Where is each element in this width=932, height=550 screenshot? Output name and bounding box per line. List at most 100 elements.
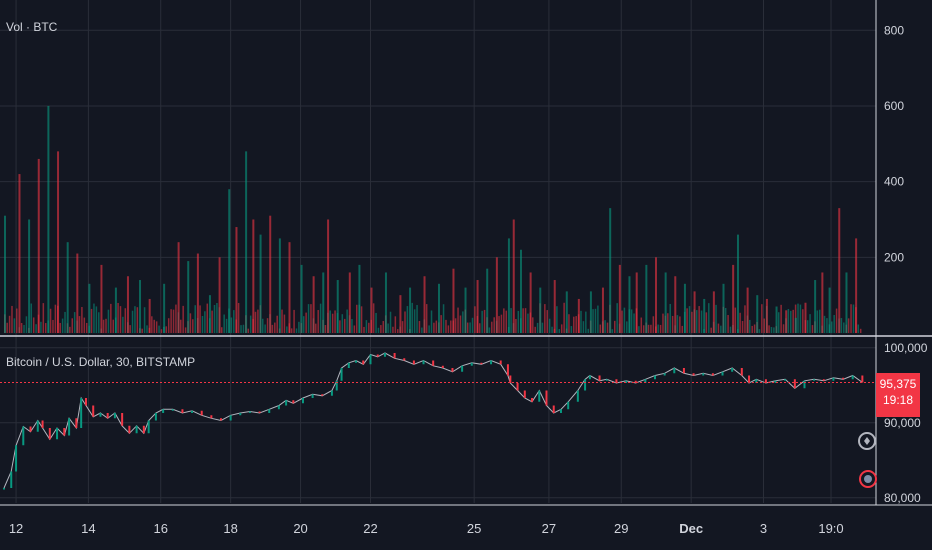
volume-bar xyxy=(787,308,790,333)
volume-bar xyxy=(548,318,551,333)
volume-bar xyxy=(857,324,860,333)
volume-bar xyxy=(756,295,759,333)
volume-bar xyxy=(604,320,606,333)
candle xyxy=(506,364,509,376)
volume-bar xyxy=(814,280,817,333)
volume-bar xyxy=(257,309,259,333)
volume-bar xyxy=(546,310,548,333)
volume-bar xyxy=(481,310,483,333)
volume-bar xyxy=(671,315,674,333)
candle xyxy=(545,390,548,406)
volume-bar xyxy=(573,316,575,333)
volume-bar xyxy=(773,327,775,333)
volume-bar xyxy=(421,327,423,333)
volume-bar xyxy=(662,313,664,333)
volume-bar xyxy=(493,317,495,333)
volume-bar xyxy=(674,276,677,333)
volume-bar xyxy=(500,314,503,333)
x-tick-label: 29 xyxy=(614,521,628,536)
volume-bar xyxy=(765,298,768,333)
volume-bar xyxy=(840,318,843,333)
candle xyxy=(376,354,379,357)
candle xyxy=(499,360,502,365)
candle xyxy=(383,353,386,357)
volume-bar xyxy=(4,215,6,333)
volume-bar xyxy=(582,321,585,333)
volume-bar xyxy=(478,323,481,333)
price-tick-label: 100,000 xyxy=(884,341,928,355)
volume-bar xyxy=(230,317,233,333)
volume-bar xyxy=(717,323,720,333)
volume-bar xyxy=(623,307,626,333)
volume-bar xyxy=(237,302,240,333)
volume-bar xyxy=(107,309,110,333)
volume-bar xyxy=(312,276,315,333)
add-alert-icon[interactable] xyxy=(858,432,876,450)
candle xyxy=(301,398,304,404)
volume-tick-label: 200 xyxy=(884,250,904,264)
volume-bar xyxy=(724,307,727,333)
volume-bar xyxy=(686,308,688,333)
volume-bar xyxy=(295,328,298,333)
volume-bar xyxy=(734,307,737,333)
flag-icon[interactable] xyxy=(859,470,877,488)
candle xyxy=(509,375,512,383)
volume-bar xyxy=(558,329,561,333)
volume-bar xyxy=(611,329,614,333)
candle xyxy=(832,377,835,381)
volume-bar xyxy=(794,317,797,333)
x-tick-label: 16 xyxy=(153,521,167,536)
volume-bar xyxy=(117,302,119,333)
candle xyxy=(702,373,705,376)
volume-bar xyxy=(695,310,698,333)
volume-bar xyxy=(143,307,146,333)
volume-bar xyxy=(102,319,105,333)
candle xyxy=(15,445,18,472)
volume-bar xyxy=(469,322,471,333)
candle xyxy=(692,373,695,376)
volume-bar xyxy=(589,291,592,333)
candle xyxy=(10,471,13,488)
candle xyxy=(490,360,493,365)
volume-bar xyxy=(112,319,114,333)
volume-bar xyxy=(146,325,148,333)
volume-bar xyxy=(652,316,655,333)
x-tick-label: 25 xyxy=(467,521,481,536)
volume-bar xyxy=(16,308,18,333)
volume-bar xyxy=(809,314,811,333)
volume-bar xyxy=(618,264,621,333)
candle xyxy=(588,375,591,380)
x-tick-label: 14 xyxy=(81,521,95,536)
candle xyxy=(68,418,71,436)
volume-bar xyxy=(252,219,255,333)
volume-bar xyxy=(806,320,809,333)
candle xyxy=(80,398,83,428)
candle xyxy=(63,428,66,436)
volume-bar xyxy=(399,295,402,333)
volume-tick-label: 400 xyxy=(884,175,904,189)
x-tick-label: 12 xyxy=(9,521,23,536)
candle xyxy=(36,420,39,432)
volume-bar xyxy=(758,329,761,333)
volume-bar xyxy=(317,310,319,333)
volume-bar xyxy=(823,315,826,333)
volume-bar xyxy=(6,322,8,333)
volume-bar xyxy=(411,302,413,333)
candle xyxy=(403,358,406,361)
volume-bar xyxy=(69,326,71,333)
volume-bar xyxy=(785,310,788,333)
volume-bar xyxy=(52,319,54,333)
volume-bar xyxy=(486,268,489,333)
volume-bar xyxy=(339,320,341,333)
candle xyxy=(191,410,194,413)
volume-bar xyxy=(681,325,684,333)
candle xyxy=(258,411,261,413)
volume-bar xyxy=(126,276,129,333)
volume-bar xyxy=(189,313,192,333)
volume-bar xyxy=(447,325,450,333)
volume-bar xyxy=(782,324,785,333)
volume-bar xyxy=(691,311,693,333)
volume-tick-label: 800 xyxy=(884,23,904,37)
candle xyxy=(75,418,78,428)
candle xyxy=(181,409,184,413)
